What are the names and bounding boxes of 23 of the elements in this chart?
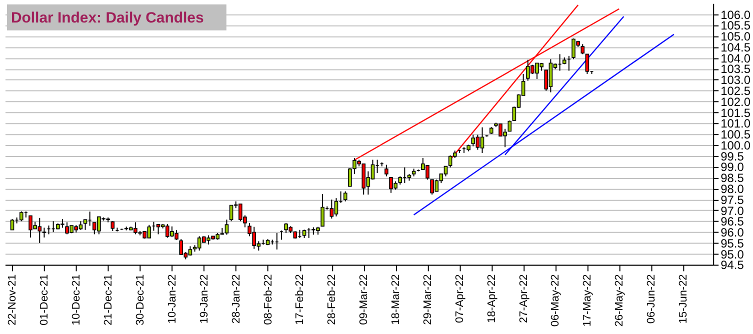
x-tick-label: 18-Mar-22 (390, 274, 402, 325)
x-tick-label: 15-Jun-22 (678, 274, 690, 324)
x-tick-label: 30-Dec-21 (134, 274, 147, 326)
x-tick-label: 27-Apr-22 (518, 274, 530, 323)
x-tick-label: 07-Apr-22 (454, 274, 466, 323)
x-tick-label: 26-May-22 (614, 274, 626, 327)
x-tick-label: 17-May-22 (582, 274, 594, 327)
x-tick-label: 22-Nov-21 (6, 274, 19, 326)
x-tick-label: 09-Mar-22 (358, 274, 370, 325)
x-tick-label: 08-Feb-22 (262, 274, 274, 325)
x-tick-label: 01-Dec-21 (38, 274, 51, 326)
x-tick-label: 18-Apr-22 (486, 274, 498, 323)
x-tick-label: 17-Feb-22 (294, 274, 306, 325)
x-tick-label: 19-Jan-22 (198, 274, 210, 324)
x-tick-label: 28-Feb-22 (326, 274, 338, 325)
chart-title: Dollar Index: Daily Candles (10, 9, 204, 26)
x-tick-label: 06-Jun-22 (646, 274, 658, 324)
x-tick-label: 10-Jan-22 (166, 274, 178, 324)
x-tick-label: 28-Jan-22 (230, 274, 242, 324)
x-tick-label: 10-Dec-21 (70, 274, 83, 326)
x-tick-label: 06-May-22 (550, 274, 562, 327)
x-tick-label: 29-Mar-22 (422, 274, 434, 325)
x-tick-label: 21-Dec-21 (102, 274, 115, 326)
